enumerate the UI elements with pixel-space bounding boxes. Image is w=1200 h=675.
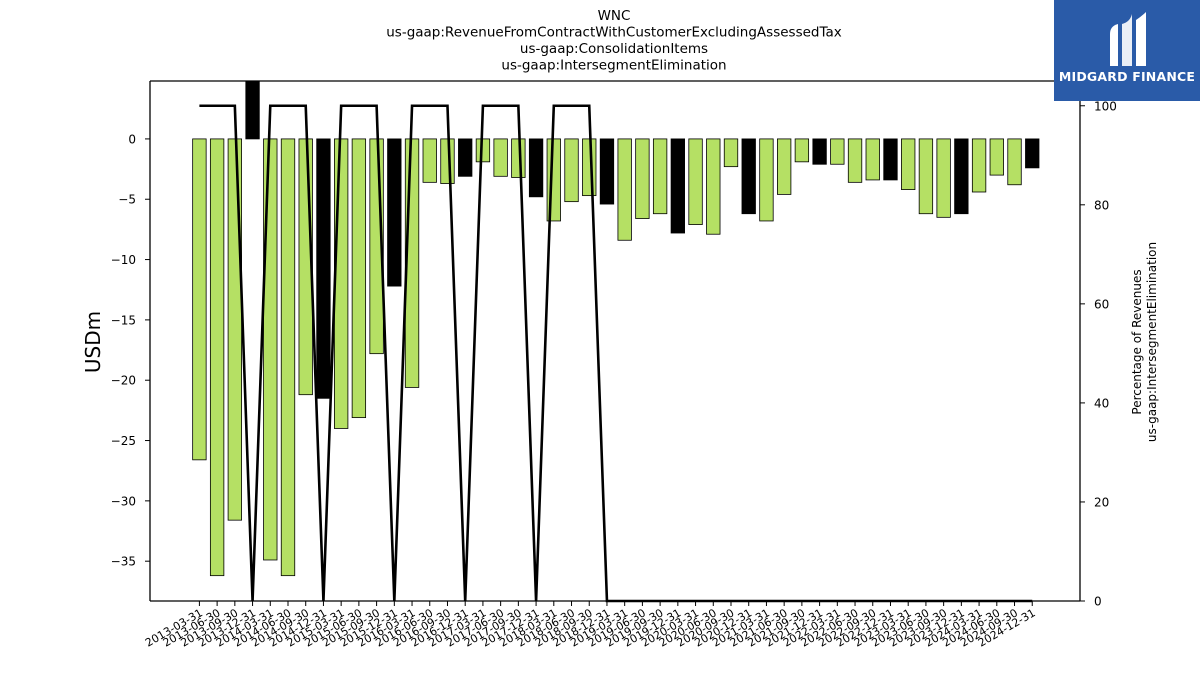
y-tick-label: −10 (111, 253, 136, 267)
chart-title-line: WNC (598, 8, 631, 24)
bar-2018-06-30 (564, 138, 579, 203)
bar-2022-12-31 (883, 138, 898, 181)
bar-2022-03-31 (830, 138, 845, 165)
bar-2013-12-31 (245, 80, 260, 140)
bar-2021-12-31 (812, 138, 827, 165)
y-axis-label: USDm (81, 311, 105, 373)
brand-logo: MIDGARD FINANCE (1054, 0, 1200, 101)
bar-2017-06-30 (493, 138, 508, 177)
bar-2014-12-31 (316, 138, 331, 399)
bar-2019-03-31 (617, 138, 632, 241)
bar-2015-12-31 (387, 138, 402, 287)
chart-title-line: us-gaap:ConsolidationItems (520, 41, 708, 57)
bar-2024-03-31 (971, 138, 987, 193)
x-axis-ticks: 2013-03-312013-06-302013-09-302013-12-31… (143, 601, 1038, 650)
chart-title-line: us-gaap:RevenueFromContractWithCustomerE… (386, 25, 842, 41)
bar-2013-06-30 (209, 138, 225, 577)
bar-2017-12-31 (528, 138, 544, 198)
bar-2016-12-31 (458, 138, 473, 177)
bar-2024-09-30 (1007, 138, 1022, 186)
y-tick-label: −25 (111, 434, 136, 448)
bar-2024-06-30 (989, 138, 1004, 176)
bar-2018-12-31 (599, 138, 615, 205)
y-axis-right-label: Percentage of Revenues us-gaap:Intersegme… (1130, 242, 1159, 442)
bar-2020-03-31 (688, 138, 703, 225)
bar-2024-12-31 (1025, 138, 1040, 169)
y-right-tick-label: 60 (1094, 297, 1109, 311)
y-right-tick-label: 80 (1094, 198, 1109, 212)
bar-2016-06-30 (422, 138, 437, 183)
bar-2021-06-30 (777, 138, 792, 195)
y-right-tick-label: 100 (1094, 99, 1117, 113)
bar-2022-09-30 (865, 138, 880, 181)
bar-2023-12-31 (954, 138, 969, 215)
y-tick-label: −35 (111, 555, 136, 569)
y-right-tick-label: 20 (1094, 495, 1109, 509)
bar-2019-06-30 (635, 138, 650, 219)
bar-2020-09-30 (723, 138, 739, 168)
bar-2021-03-31 (759, 138, 774, 222)
bar-2023-03-31 (901, 138, 916, 190)
bar-2014-06-30 (280, 138, 296, 577)
axes (149, 80, 1081, 602)
bar-2018-09-30 (582, 138, 597, 197)
bar-2023-06-30 (918, 138, 934, 215)
y-axis-ticks: 0 −5 −10 −15 −20 −25 −30 −35 (111, 132, 150, 569)
chart-title: WNCus-gaap:RevenueFromContractWithCustom… (386, 8, 842, 74)
bar-2017-09-30 (511, 138, 526, 178)
y-right-label-line: Percentage of Revenues (1130, 269, 1144, 414)
bar-2015-06-30 (351, 138, 367, 419)
bar-2013-09-30 (227, 138, 242, 521)
y-tick-label: 0 (128, 132, 136, 146)
bar-2015-03-31 (334, 138, 349, 429)
bar-2023-09-30 (936, 138, 951, 218)
y-right-label-line: us-gaap:IntersegmentElimination (1145, 242, 1159, 442)
bar-2021-09-30 (794, 138, 810, 163)
y-right-tick-label: 40 (1094, 396, 1109, 410)
logo-text: MIDGARD FINANCE (1058, 69, 1196, 84)
bar-2017-03-31 (475, 138, 491, 163)
y-tick-label: −30 (111, 494, 136, 508)
bar-2019-09-30 (652, 138, 668, 215)
bar-2019-12-31 (670, 138, 685, 234)
y-axis-right-ticks: 0 20 40 60 80 100 (1080, 99, 1117, 609)
y-tick-label: −5 (118, 193, 136, 207)
y-tick-label: −15 (111, 313, 136, 327)
chart-title-line: us-gaap:IntersegmentElimination (501, 58, 726, 74)
bar-2020-06-30 (706, 138, 721, 235)
midgard-logo-icon (1110, 12, 1146, 66)
bar-2020-12-31 (741, 138, 756, 215)
bar-2022-06-30 (847, 138, 863, 183)
y-tick-label: −20 (111, 374, 136, 388)
y-right-tick-label: 0 (1094, 595, 1102, 609)
bar-2016-09-30 (440, 138, 455, 184)
bar-2013-03-31 (192, 138, 207, 461)
